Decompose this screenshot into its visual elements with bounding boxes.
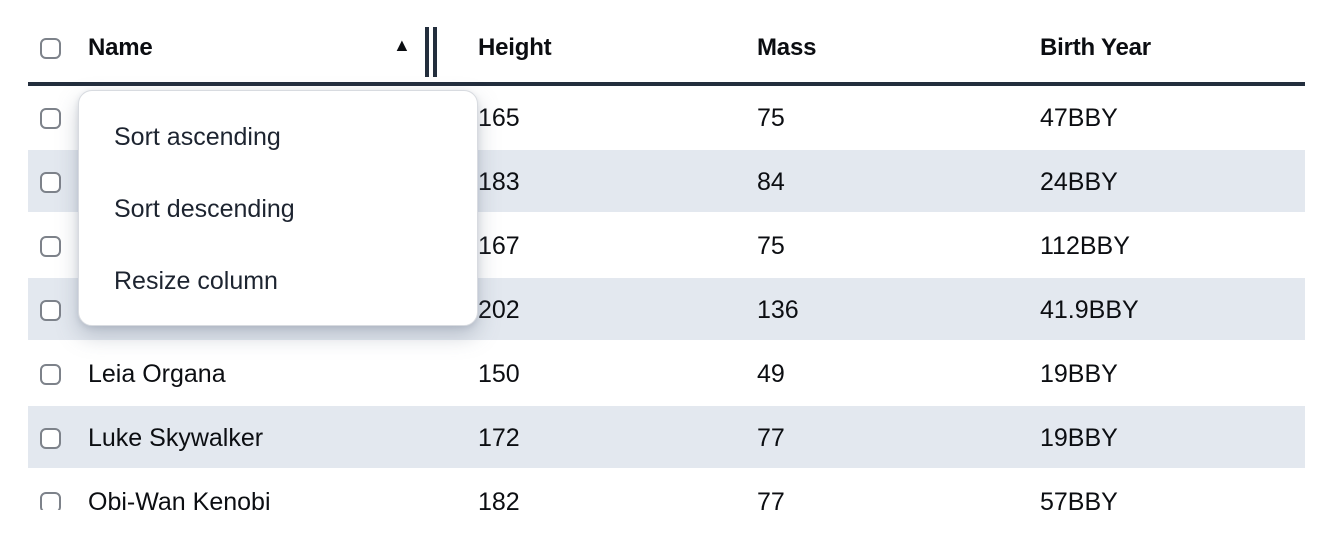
- cell-mass: 136: [757, 295, 799, 324]
- row-checkbox-cell: [28, 235, 78, 257]
- table-row: Leia Organa 150 49 19BBY: [28, 342, 1305, 406]
- cell-height: 172: [478, 423, 520, 452]
- resize-bar-icon: [425, 27, 429, 77]
- row-checkbox-cell: [28, 299, 78, 321]
- cell-mass: 84: [757, 167, 785, 196]
- cell-height: 183: [478, 167, 520, 196]
- select-all-cell: [28, 37, 78, 59]
- table-row: Luke Skywalker 172 77 19BBY: [28, 406, 1305, 470]
- column-context-menu: Sort ascending Sort descending Resize co…: [78, 90, 478, 326]
- row-checkbox[interactable]: [40, 107, 61, 129]
- cell-height: 165: [478, 103, 520, 132]
- cell-birth-year: 19BBY: [1040, 423, 1118, 452]
- table-row: 165 75 47BBY: [28, 86, 1305, 150]
- cell-height: 150: [478, 359, 520, 388]
- column-header-height[interactable]: Height: [478, 34, 552, 61]
- cell-birth-year: 41.9BBY: [1040, 295, 1139, 324]
- row-checkbox[interactable]: [40, 235, 61, 257]
- row-checkbox-cell: [28, 363, 78, 385]
- column-resize-handle[interactable]: [425, 27, 437, 77]
- cell-height: 202: [478, 295, 520, 324]
- cell-birth-year: 24BBY: [1040, 167, 1118, 196]
- column-header-name[interactable]: Name: [88, 34, 153, 61]
- row-checkbox-cell: [28, 427, 78, 449]
- cell-height: 167: [478, 231, 520, 260]
- cell-mass: 75: [757, 231, 785, 260]
- sort-ascending-indicator-icon: ▲: [393, 35, 411, 55]
- row-checkbox[interactable]: [40, 427, 61, 449]
- row-checkbox[interactable]: [40, 491, 61, 510]
- row-checkbox-cell: [28, 107, 78, 129]
- row-checkbox-cell: [28, 171, 78, 193]
- cell-birth-year: 47BBY: [1040, 103, 1118, 132]
- cell-birth-year: 19BBY: [1040, 359, 1118, 388]
- column-header-mass[interactable]: Mass: [757, 34, 817, 61]
- cell-birth-year: 112BBY: [1040, 231, 1130, 260]
- row-checkbox[interactable]: [40, 363, 61, 385]
- menu-item-sort-ascending[interactable]: Sort ascending: [114, 122, 281, 151]
- select-all-checkbox[interactable]: [40, 37, 61, 59]
- cell-mass: 49: [757, 359, 785, 388]
- cell-name: Luke Skywalker: [88, 423, 264, 452]
- table-header-row: Name Height Mass Birth Year ▲: [28, 0, 1305, 86]
- menu-item-resize-column[interactable]: Resize column: [114, 266, 278, 295]
- resize-bar-icon: [433, 27, 437, 77]
- table-row: Obi-Wan Kenobi 182 77 57BBY: [28, 470, 1305, 510]
- cell-mass: 77: [757, 487, 785, 511]
- cell-name: Obi-Wan Kenobi: [88, 487, 271, 511]
- row-checkbox-cell: [28, 491, 78, 510]
- row-checkbox[interactable]: [40, 299, 61, 321]
- column-header-birth-year[interactable]: Birth Year: [1040, 34, 1151, 61]
- table-row: 167 75 112BBY: [28, 214, 1305, 278]
- menu-item-sort-descending[interactable]: Sort descending: [114, 194, 295, 223]
- row-checkbox[interactable]: [40, 171, 61, 193]
- cell-birth-year: 57BBY: [1040, 487, 1118, 511]
- cell-mass: 77: [757, 423, 785, 452]
- cell-name: Leia Organa: [88, 359, 226, 388]
- cell-height: 182: [478, 487, 520, 511]
- cell-mass: 75: [757, 103, 785, 132]
